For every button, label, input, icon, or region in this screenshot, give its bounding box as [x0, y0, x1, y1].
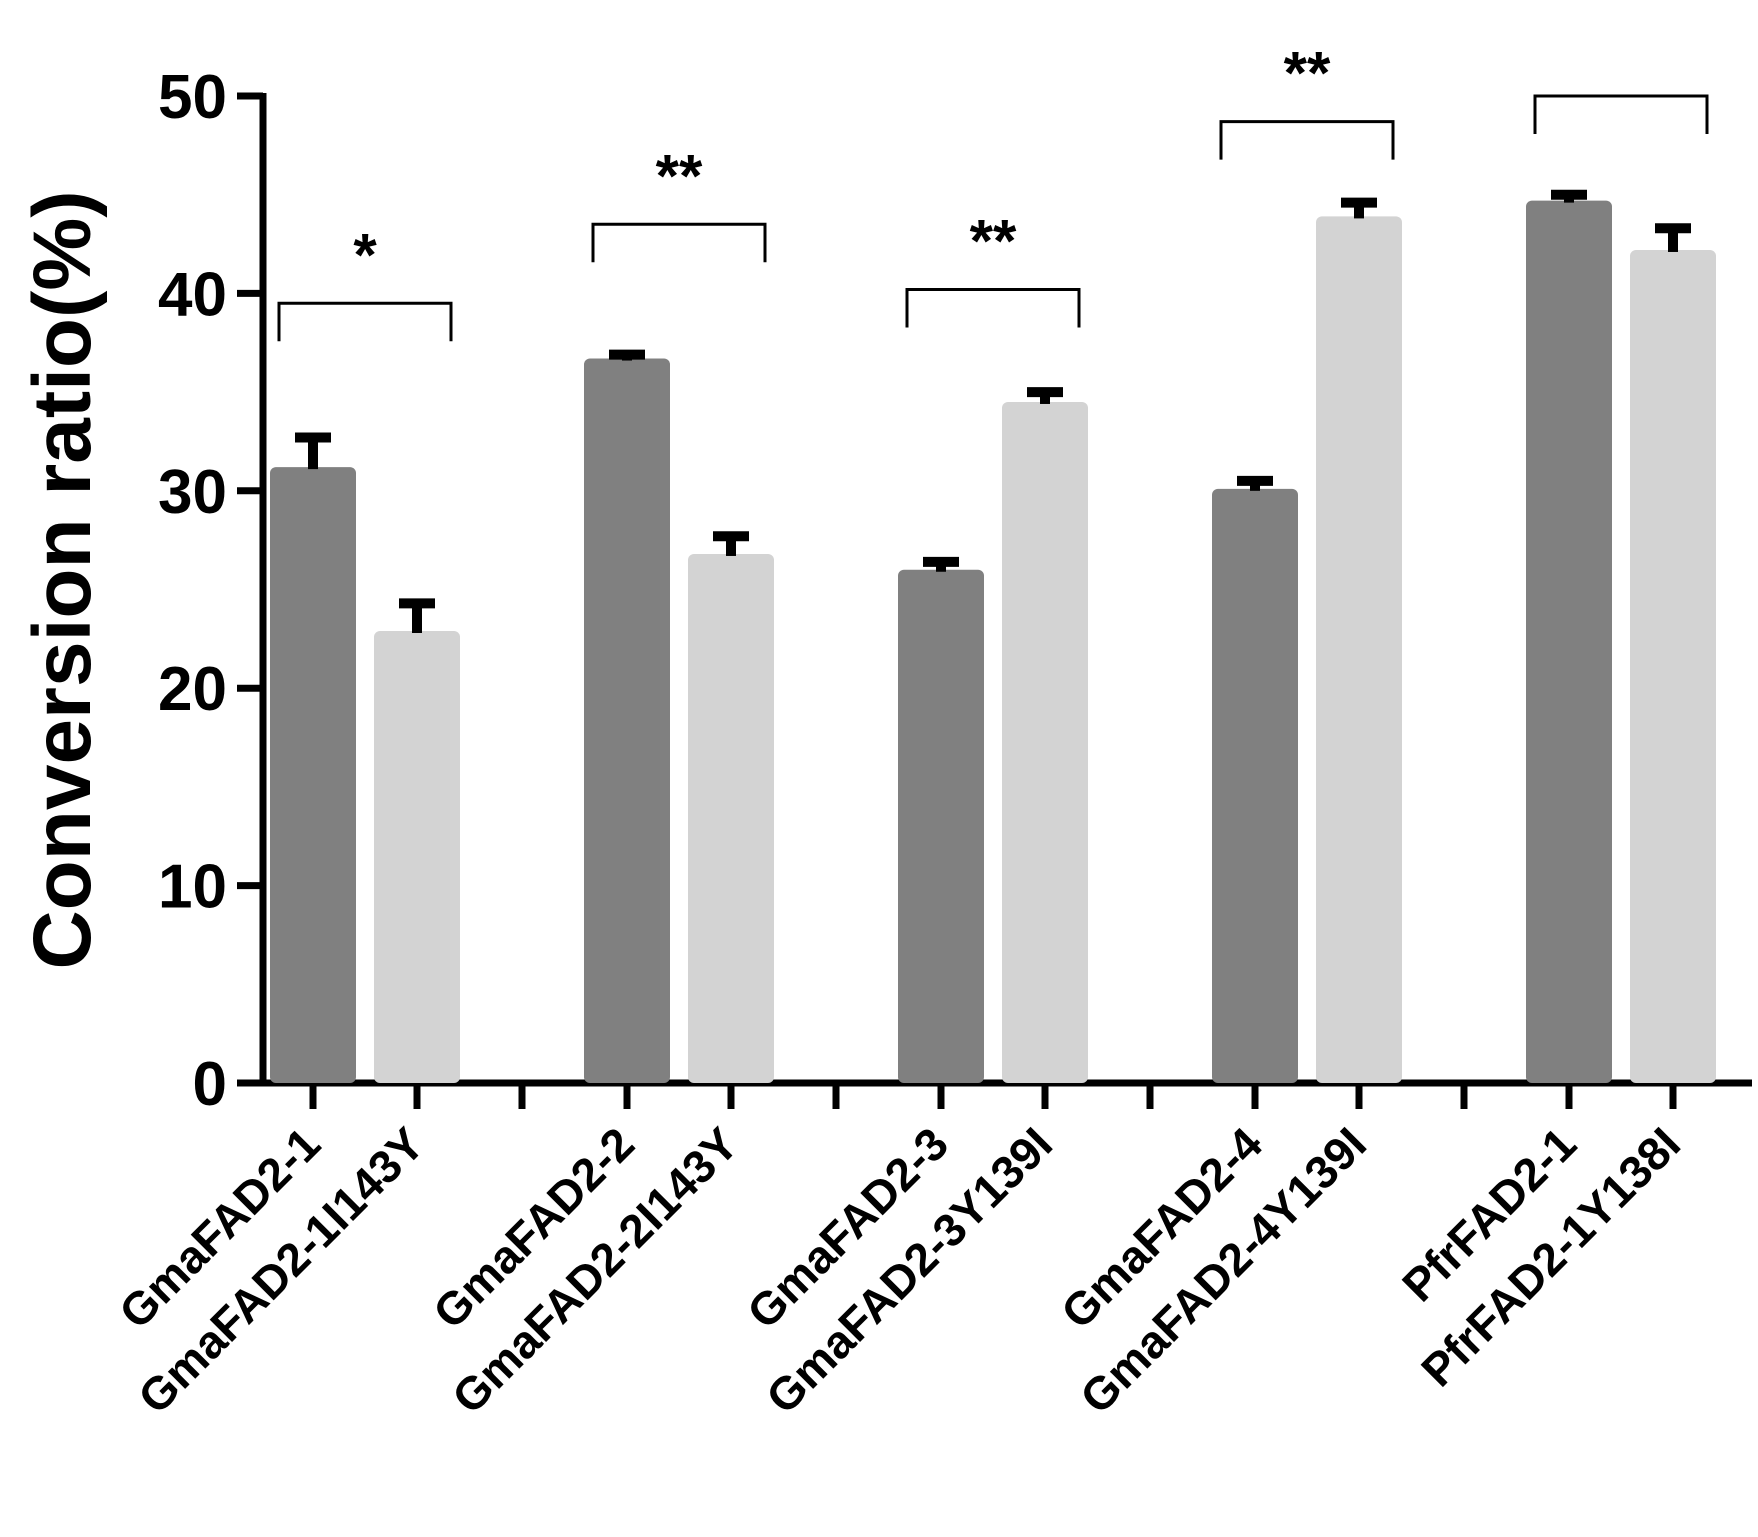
- bar: [270, 467, 356, 1083]
- significance-bracket: [1533, 94, 1709, 134]
- significance-label: **: [970, 207, 1017, 274]
- x-axis: [260, 1079, 1752, 1109]
- significance-bracket: [277, 301, 453, 342]
- significance-bracket: [1219, 120, 1395, 160]
- significance-bracket: [591, 222, 767, 263]
- y-tick-label: 50: [158, 63, 227, 132]
- error-bars: [295, 189, 1691, 633]
- category-labels: GmaFAD2-1GmaFAD2-1I143YGmaFAD2-2GmaFAD2-…: [109, 1117, 1690, 1423]
- bars: [270, 200, 1716, 1084]
- bar: [1630, 249, 1716, 1084]
- bar: [1316, 216, 1402, 1083]
- bar: [374, 630, 460, 1083]
- significance-brackets: *******: [277, 40, 1709, 342]
- significance-bracket: [905, 287, 1081, 328]
- bar: [1212, 488, 1298, 1083]
- y-tick-label: 40: [158, 260, 227, 329]
- bar: [584, 358, 670, 1083]
- y-tick-label: 30: [158, 458, 227, 527]
- significance-label: **: [656, 142, 703, 209]
- significance-label: *: [353, 221, 377, 288]
- bar: [898, 569, 984, 1083]
- bar: [1526, 200, 1612, 1083]
- y-tick-label: 10: [158, 853, 227, 922]
- bar: [1002, 401, 1088, 1084]
- significance-label: **: [1284, 40, 1331, 107]
- y-tick-label: 0: [193, 1050, 227, 1119]
- y-axis: 0 10 20 30 40 50: [158, 63, 267, 1119]
- y-tick-label: 20: [158, 655, 227, 724]
- y-axis-title: Conversion ratio(%): [17, 190, 108, 969]
- bar: [688, 553, 774, 1083]
